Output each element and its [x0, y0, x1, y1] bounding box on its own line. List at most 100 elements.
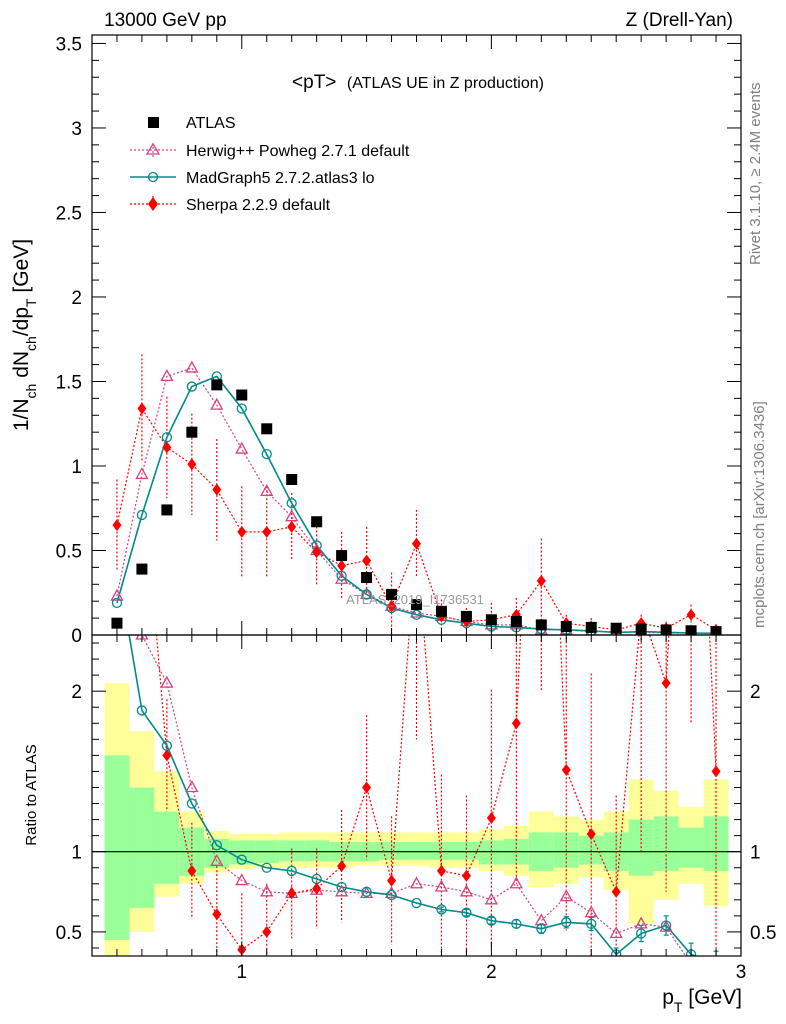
atlas-data-point — [286, 474, 298, 486]
sherpa-point — [112, 519, 122, 532]
sherpa-ratio-point — [561, 763, 571, 776]
chart-title-sub: (ATLAS UE in Z production) — [347, 75, 544, 92]
legend-item-sherpa: Sherpa 2.2.9 default — [130, 196, 331, 214]
madgraph-ratio-point — [161, 740, 173, 751]
band-green — [129, 787, 155, 908]
madgraph-ratio-point — [136, 705, 148, 716]
sherpa-point — [412, 537, 421, 550]
herwig-ratio-point — [434, 879, 449, 892]
herwig-ratio-point — [711, 966, 722, 976]
analysis-watermark: ATLAS_2019_I1736531 — [346, 592, 484, 607]
madgraph-ratio-point — [186, 798, 197, 809]
madgraph-point — [261, 449, 272, 460]
sherpa-ratio-point — [387, 874, 397, 887]
legend-label-herwig: Herwig++ Powheg 2.7.1 default — [186, 143, 410, 160]
sherpa-ratio-point — [212, 908, 222, 921]
sherpa-point — [162, 441, 172, 454]
sherpa-ratio-point — [486, 811, 496, 824]
madgraph-ratio-point — [660, 920, 672, 931]
sherpa-ratio-point — [262, 925, 272, 938]
ratio-tick-label-right: 2 — [750, 682, 761, 703]
sherpa-ratio-point — [537, 204, 546, 216]
herwig-point — [285, 509, 299, 522]
madgraph-ratio-point — [361, 886, 372, 897]
madgraph-ratio-point — [536, 923, 547, 934]
band-green — [678, 827, 704, 868]
ratio-uncertainty-bands — [92, 683, 741, 956]
sherpa-ratio-point — [611, 885, 621, 898]
madgraph-ratio-point — [211, 840, 222, 851]
sherpa-point — [312, 546, 322, 559]
atlas-data-point — [485, 614, 497, 626]
sherpa-ratio-point — [687, 236, 696, 248]
atlas-data-point — [386, 588, 398, 600]
sherpa-point — [686, 608, 696, 621]
atlas-data-point — [535, 619, 547, 631]
sherpa-ratio-point — [711, 765, 721, 778]
herwig-ratio-point — [359, 886, 374, 899]
ratio-tick-label-left: 1 — [71, 843, 82, 864]
legend-item-herwig: Herwig++ Powheg 2.7.1 default — [130, 142, 410, 160]
herwig-ratio-point — [260, 884, 274, 897]
atlas-data-point — [236, 389, 248, 401]
sherpa-ratio-point — [586, 828, 596, 841]
atlas-data-point — [186, 426, 198, 438]
herwig-ratio-point — [409, 876, 424, 889]
atlas-data-point — [261, 423, 273, 435]
legend-label-atlas: ATLAS — [186, 115, 236, 132]
x-tick-label: 1 — [236, 962, 247, 983]
legend-item-madgraph: MadGraph5 2.7.2.atlas3 lo — [130, 170, 375, 187]
rivet-version-label: Rivet 3.1.10, ≥ 2.4M events — [747, 83, 764, 266]
herwig-ratio-point — [509, 876, 523, 889]
y-tick-label: 3 — [71, 119, 82, 140]
sherpa-point — [137, 402, 147, 415]
madgraph-ratio-point — [261, 862, 272, 873]
herwig-ratio-point — [634, 916, 648, 929]
herwig-ratio-point — [559, 889, 573, 902]
axis-tick-labels: 0 0.5 1 1.5 2 2.5 3 3.5 0.5 0.5 1 1 2 2 1 2 3 — [56, 34, 777, 983]
y-tick-label: 2.5 — [56, 203, 82, 224]
madgraph-ratio-point — [436, 904, 447, 915]
herwig-ratio-line — [141, 635, 687, 956]
herwig-point — [135, 467, 149, 480]
madgraph-point — [286, 498, 297, 509]
madgraph-point — [186, 381, 197, 392]
atlas-data-point — [161, 504, 173, 516]
legend-item-atlas: ATLAS — [148, 115, 236, 132]
herwig-line — [116, 367, 717, 635]
x-tick-label: 3 — [736, 962, 747, 983]
sherpa-ratio-point — [187, 864, 197, 877]
madgraph-ratio-point — [586, 918, 597, 930]
sherpa-ratio-point — [112, 364, 121, 376]
madgraph-ratio-point — [236, 854, 247, 865]
atlas-data-point — [585, 621, 597, 633]
legend-marker-madgraph — [147, 171, 159, 183]
sherpa-point — [187, 458, 197, 471]
herwig-point — [409, 605, 424, 618]
atlas-data-point — [111, 617, 123, 629]
sherpa-point — [237, 525, 247, 538]
atlas-data-point — [136, 563, 148, 575]
sherpa-ratio-point — [511, 717, 521, 730]
sherpa-ratio-point — [312, 882, 322, 895]
chart-title-main: <pT> — [292, 72, 336, 93]
sherpa-point — [387, 600, 397, 613]
sherpa-point — [536, 574, 546, 587]
atlas-data-point — [510, 615, 522, 627]
madgraph-ratio-point — [411, 897, 422, 909]
atlas-data-point — [460, 610, 472, 622]
herwig-ratio-point — [584, 905, 598, 918]
sherpa-ratio-point — [287, 887, 297, 900]
axis-ticks — [91, 35, 742, 956]
header-left: 13000 GeV pp — [104, 10, 227, 31]
madgraph-ratio-point — [486, 915, 497, 926]
sherpa-point — [212, 483, 222, 496]
band-green — [154, 811, 180, 884]
madgraph-point — [111, 597, 123, 609]
madgraph-point — [161, 432, 173, 443]
ratio-axis-label: Ratio to ATLAS — [23, 744, 40, 845]
atlas-data-point — [560, 621, 572, 633]
herwig-ratio-point — [459, 884, 474, 897]
madgraph-ratio-point — [336, 881, 347, 893]
